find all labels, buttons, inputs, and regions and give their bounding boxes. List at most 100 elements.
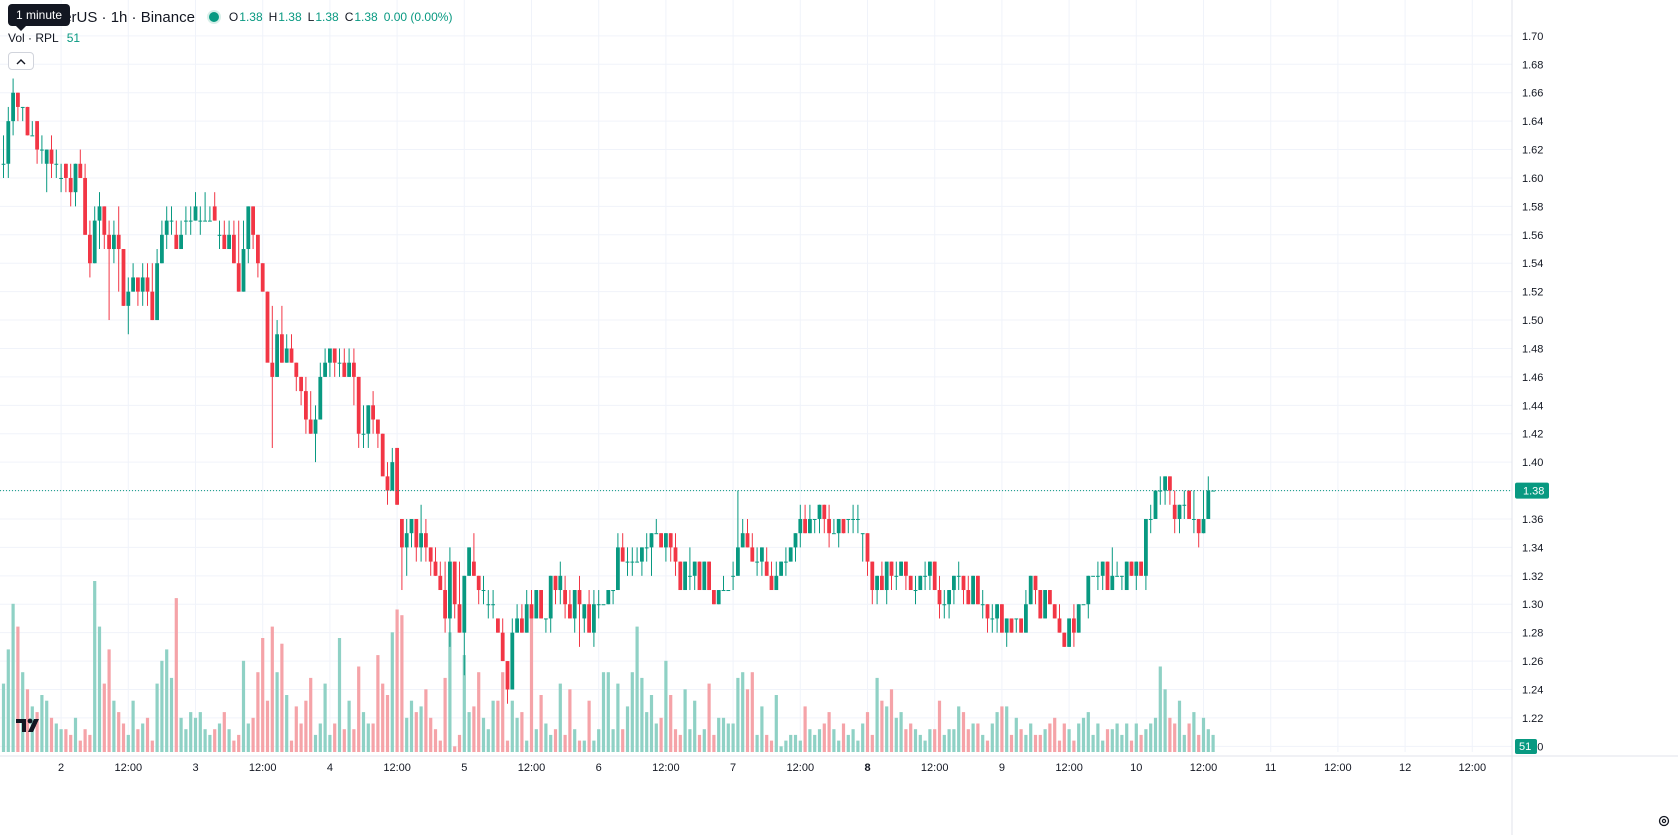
tradingview-logo-icon[interactable] [14,712,44,738]
candle-body [1105,561,1110,591]
candle [510,618,515,690]
candle-body [30,135,35,137]
volume-legend[interactable]: Vol · RPL 51 [8,31,80,45]
candle [289,334,294,363]
volume-bar [669,695,673,752]
candle [107,220,111,321]
candle [1105,561,1110,591]
candle-body [745,533,750,548]
candle-body [246,206,251,250]
volume-bar [769,740,774,752]
candle-body [544,618,548,620]
candle [769,561,774,591]
candle [270,305,275,448]
candle [1048,590,1052,605]
candle-body [308,419,313,434]
candle-body [592,604,596,633]
candle-body [524,604,529,633]
volume-bar [328,734,332,752]
gear-icon[interactable] [1656,813,1672,829]
candle [913,575,918,605]
volume-bar [323,683,327,752]
candle-body [635,561,639,563]
volume-bar [400,615,404,752]
candle [635,547,639,563]
price-tick-label: 1.46 [1522,372,1543,384]
candle-body [899,561,903,576]
candle [40,135,44,164]
candle [534,590,539,619]
candle-body [716,590,721,605]
time-axis[interactable]: 2 12:00 3 12:00 4 12:00 5 12:00 6 12:00 7 12:00 8 12:… [0,755,1678,774]
volume-bar [227,729,231,752]
candle-body [539,590,543,619]
candle-body [520,618,524,633]
candle-body [568,604,572,619]
candle [966,575,971,605]
volume-bar [376,655,380,752]
candle-body [1172,504,1177,519]
time-tick-label: 12:00 [787,762,815,774]
candle-body [11,92,15,122]
candle-body [1086,575,1091,605]
price-axis[interactable]: 1.70 1.68 1.66 1.64 1.62 1.60 1.58 1.56 1.54 1.52… [1511,0,1549,835]
symbol-title[interactable]: TetherUS · 1h · Binance [34,8,195,26]
candle [961,575,966,605]
low-value: L1.38 [307,10,339,24]
candle-body [433,561,438,576]
candle-body [587,604,591,633]
volume-bar [942,734,946,752]
market-status-icon[interactable] [206,10,221,24]
candle [1076,604,1081,633]
volume-bar [40,695,44,752]
candle-body [208,220,212,222]
volume-bar [213,729,217,752]
symbol-legend[interactable]: 1m TetherUS · 1h · Binance O1.38 H1.38 L… [8,6,453,28]
candle-body [73,163,78,193]
price-tick-label: 1.68 [1522,59,1543,71]
volume-bar [419,706,423,752]
volume-bar [544,723,548,752]
candle [1120,575,1124,591]
price-tick-label: 1.52 [1522,287,1543,299]
candle-body [1201,518,1206,534]
candle-body [505,661,510,690]
volume-bar [486,729,490,752]
candle [1144,518,1148,591]
candle-body [385,476,390,491]
candle [304,376,308,434]
volume-bar [601,672,606,752]
candle-body [198,220,203,222]
candle-body [121,249,126,306]
candle [1019,618,1023,633]
candle-body [227,234,231,250]
volume-bar [957,706,961,752]
volume-bar [966,729,970,752]
candle-body [88,234,92,264]
candle-body [1,163,6,165]
volume-bar [582,740,586,752]
time-tick-label: 12:00 [1324,762,1352,774]
candle [827,504,831,548]
candle-body [457,604,462,633]
candle-body [688,575,692,577]
volume-bar [443,677,447,752]
price-tick-label: 1.66 [1522,88,1543,100]
candle [1091,575,1095,577]
volume-bar [457,734,462,752]
candle-body [832,533,836,535]
candle-body [908,575,913,591]
candle [611,590,615,605]
volume-bar [1153,717,1158,752]
candle-body [659,533,663,548]
volume-bar [93,581,97,752]
candle-body [1153,490,1158,519]
price-tick-label: 1.50 [1522,315,1543,327]
candle-body [1182,504,1187,506]
volume-bar [1163,689,1167,752]
candle [308,391,313,434]
volume-bar [1043,729,1047,752]
collapse-legend-button[interactable] [8,52,34,70]
